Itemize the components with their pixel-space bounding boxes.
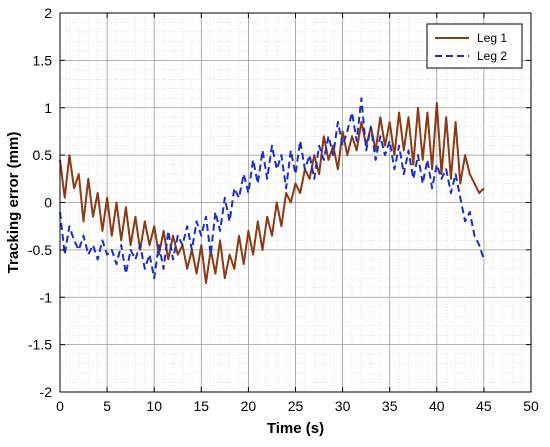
x-tick-label: 20 (241, 398, 257, 414)
y-tick-label: 1.5 (33, 52, 53, 68)
x-axis-title: Time (s) (267, 420, 324, 437)
x-tick-label: 35 (382, 398, 398, 414)
series-line-2 (59, 97, 485, 280)
x-tick-label: 15 (194, 398, 210, 414)
y-tick-label: 1 (44, 100, 52, 116)
x-tick-label: 50 (523, 398, 539, 414)
y-tick-label: 0 (44, 195, 52, 211)
y-tick-label: -2 (40, 384, 53, 400)
y-tick-label: 0.5 (33, 147, 53, 163)
tick-layer: 0 5 10 15 20 25 30 35 40 45 50 2 1.5 1 0.5 0 -0.5 -1 -1.5 -… (28, 5, 539, 414)
x-tick-label: 40 (429, 398, 445, 414)
legend-label-2: Leg 2 (477, 49, 507, 63)
x-tick-label: 25 (288, 398, 304, 414)
series-line-1 (59, 102, 485, 284)
y-axis-title: Tracking error (mm) (5, 132, 22, 274)
x-tick-label: 30 (335, 398, 351, 414)
y-tick-label: -0.5 (28, 242, 52, 258)
y-tick-label: -1 (40, 289, 53, 305)
legend-box (426, 23, 523, 69)
legend-label-1: Leg 1 (477, 31, 507, 45)
x-tick-label: 45 (476, 398, 492, 414)
x-tick-label: 10 (146, 398, 162, 414)
series-layer (59, 97, 485, 284)
legend: Leg 1 Leg 2 (426, 23, 523, 69)
x-tick-label: 0 (56, 398, 64, 414)
x-tick-label: 5 (103, 398, 111, 414)
y-tick-label: -1.5 (28, 337, 52, 353)
y-tick-label: 2 (44, 5, 52, 21)
